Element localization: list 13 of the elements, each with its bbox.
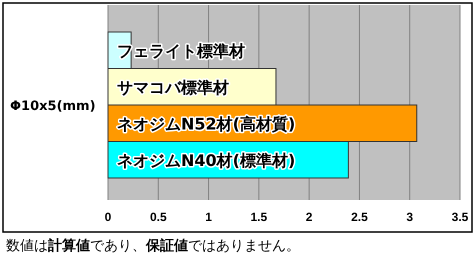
text: 数値は計算値であり、保証値ではありません。 [6, 237, 300, 254]
x-tick-label: 3.5 [452, 210, 469, 224]
x-tick-label: 1 [205, 210, 212, 224]
y-tick-label: サマコバ標準材 [117, 78, 229, 97]
x-tick-label: 0.5 [150, 210, 167, 224]
x-tick-label: 2.5 [351, 210, 368, 224]
x-tick-label: 3 [406, 210, 414, 224]
x-tick-label: 1.5 [250, 210, 268, 224]
y-tick-label: ネオジムN52材(高材質) [117, 114, 296, 134]
y-tick-label: ネオジムN40材(標準材) [117, 150, 296, 170]
x-tick-label: 2 [306, 210, 313, 224]
y-axis-title: Φ10x5(mm) [10, 99, 96, 114]
x-tick-label: 0 [104, 210, 112, 224]
